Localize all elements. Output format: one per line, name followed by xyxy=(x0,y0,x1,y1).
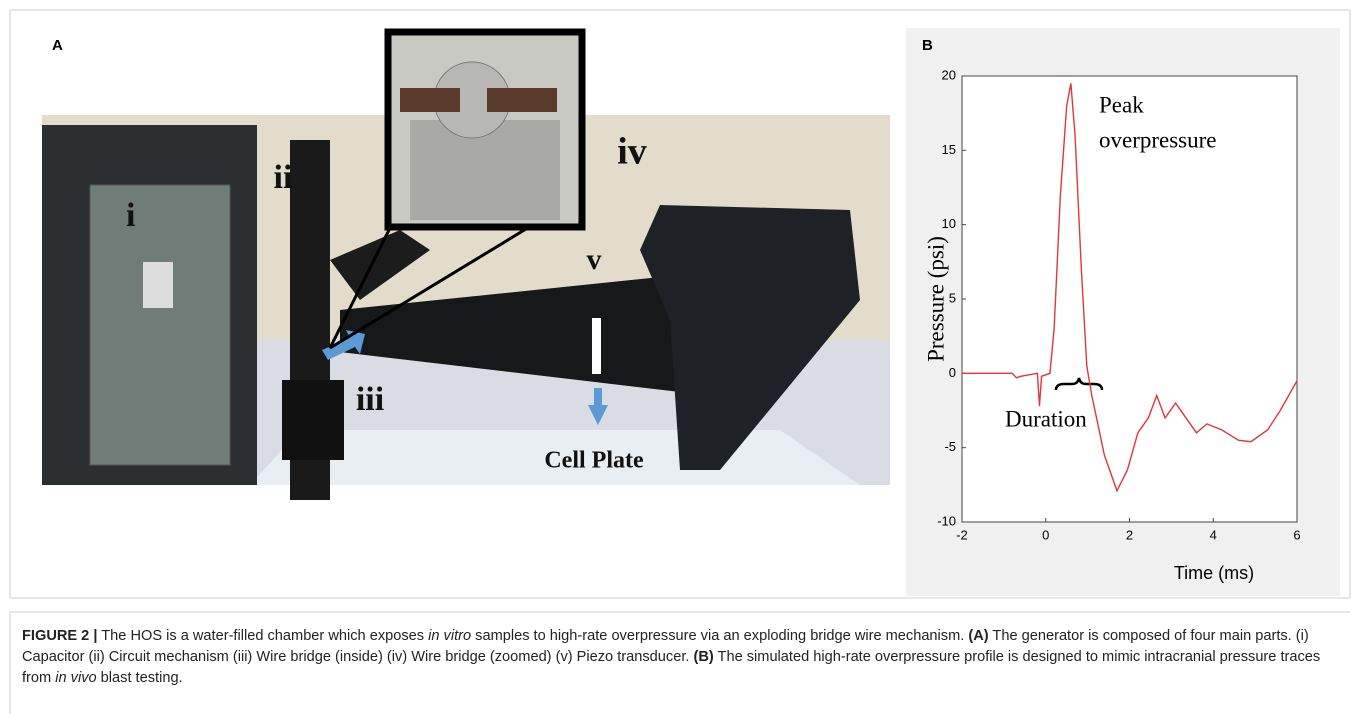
y-tick-label: 15 xyxy=(942,142,956,157)
caption-text: blast testing. xyxy=(97,670,183,686)
annotation: overpressure xyxy=(1099,127,1217,152)
photo-label: v xyxy=(587,243,602,276)
page: A i ii iii iv v Cell Plate B Pressure (p… xyxy=(0,0,1358,714)
y-tick-label: 5 xyxy=(949,290,956,305)
y-tick-label: 20 xyxy=(942,67,956,82)
caption-text: (A) xyxy=(968,628,988,644)
panel-label: B xyxy=(922,37,933,54)
panel-label: A xyxy=(52,37,63,54)
caption-text: FIGURE 2 | xyxy=(22,628,97,644)
y-tick-label: 10 xyxy=(942,216,956,231)
caption-text: in vitro xyxy=(428,628,471,644)
figure: A i ii iii iv v Cell Plate B Pressure (p… xyxy=(0,0,1358,714)
x-tick-label: 4 xyxy=(1210,527,1217,542)
y-tick-label: 0 xyxy=(949,365,956,380)
x-tick-label: 0 xyxy=(1042,527,1049,542)
annotation: Peak xyxy=(1099,92,1144,117)
y-tick-label: -5 xyxy=(944,439,956,454)
y-tick-label: -10 xyxy=(937,513,956,528)
y-axis-label: Pressure (psi) xyxy=(923,236,948,362)
x-axis-label: Time (ms) xyxy=(1174,563,1254,583)
x-tick-label: 6 xyxy=(1293,527,1300,542)
caption: FIGURE 2 | The HOS is a water-filled cha… xyxy=(22,626,1340,689)
caption-text: The HOS is a water-filled chamber which … xyxy=(97,628,428,644)
annotation: Duration xyxy=(1005,406,1087,431)
x-tick-label: -2 xyxy=(956,527,968,542)
caption-text: samples to high-rate overpressure via an… xyxy=(471,628,968,644)
photo-label: Cell Plate xyxy=(544,448,644,474)
photo-label: iii xyxy=(356,381,384,418)
caption-text: in vivo xyxy=(55,670,96,686)
photo-label: ii xyxy=(274,159,293,196)
photo-label: i xyxy=(126,197,135,234)
photo-label: iv xyxy=(617,131,647,173)
caption-text: (B) xyxy=(693,649,713,665)
x-tick-label: 2 xyxy=(1126,527,1133,542)
